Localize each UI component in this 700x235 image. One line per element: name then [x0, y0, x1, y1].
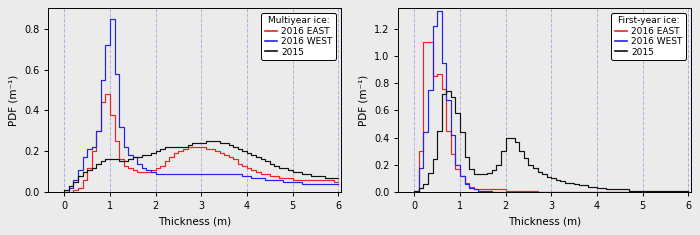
X-axis label: Thickness (m): Thickness (m)	[158, 217, 231, 227]
Y-axis label: PDF (m⁻¹): PDF (m⁻¹)	[8, 74, 18, 126]
X-axis label: Thickness (m): Thickness (m)	[508, 217, 581, 227]
Y-axis label: PDF (m⁻¹): PDF (m⁻¹)	[358, 74, 368, 126]
Legend: 2016 EAST, 2016 WEST, 2015: 2016 EAST, 2016 WEST, 2015	[611, 13, 686, 60]
Legend: 2016 EAST, 2016 WEST, 2015: 2016 EAST, 2016 WEST, 2015	[261, 13, 336, 60]
